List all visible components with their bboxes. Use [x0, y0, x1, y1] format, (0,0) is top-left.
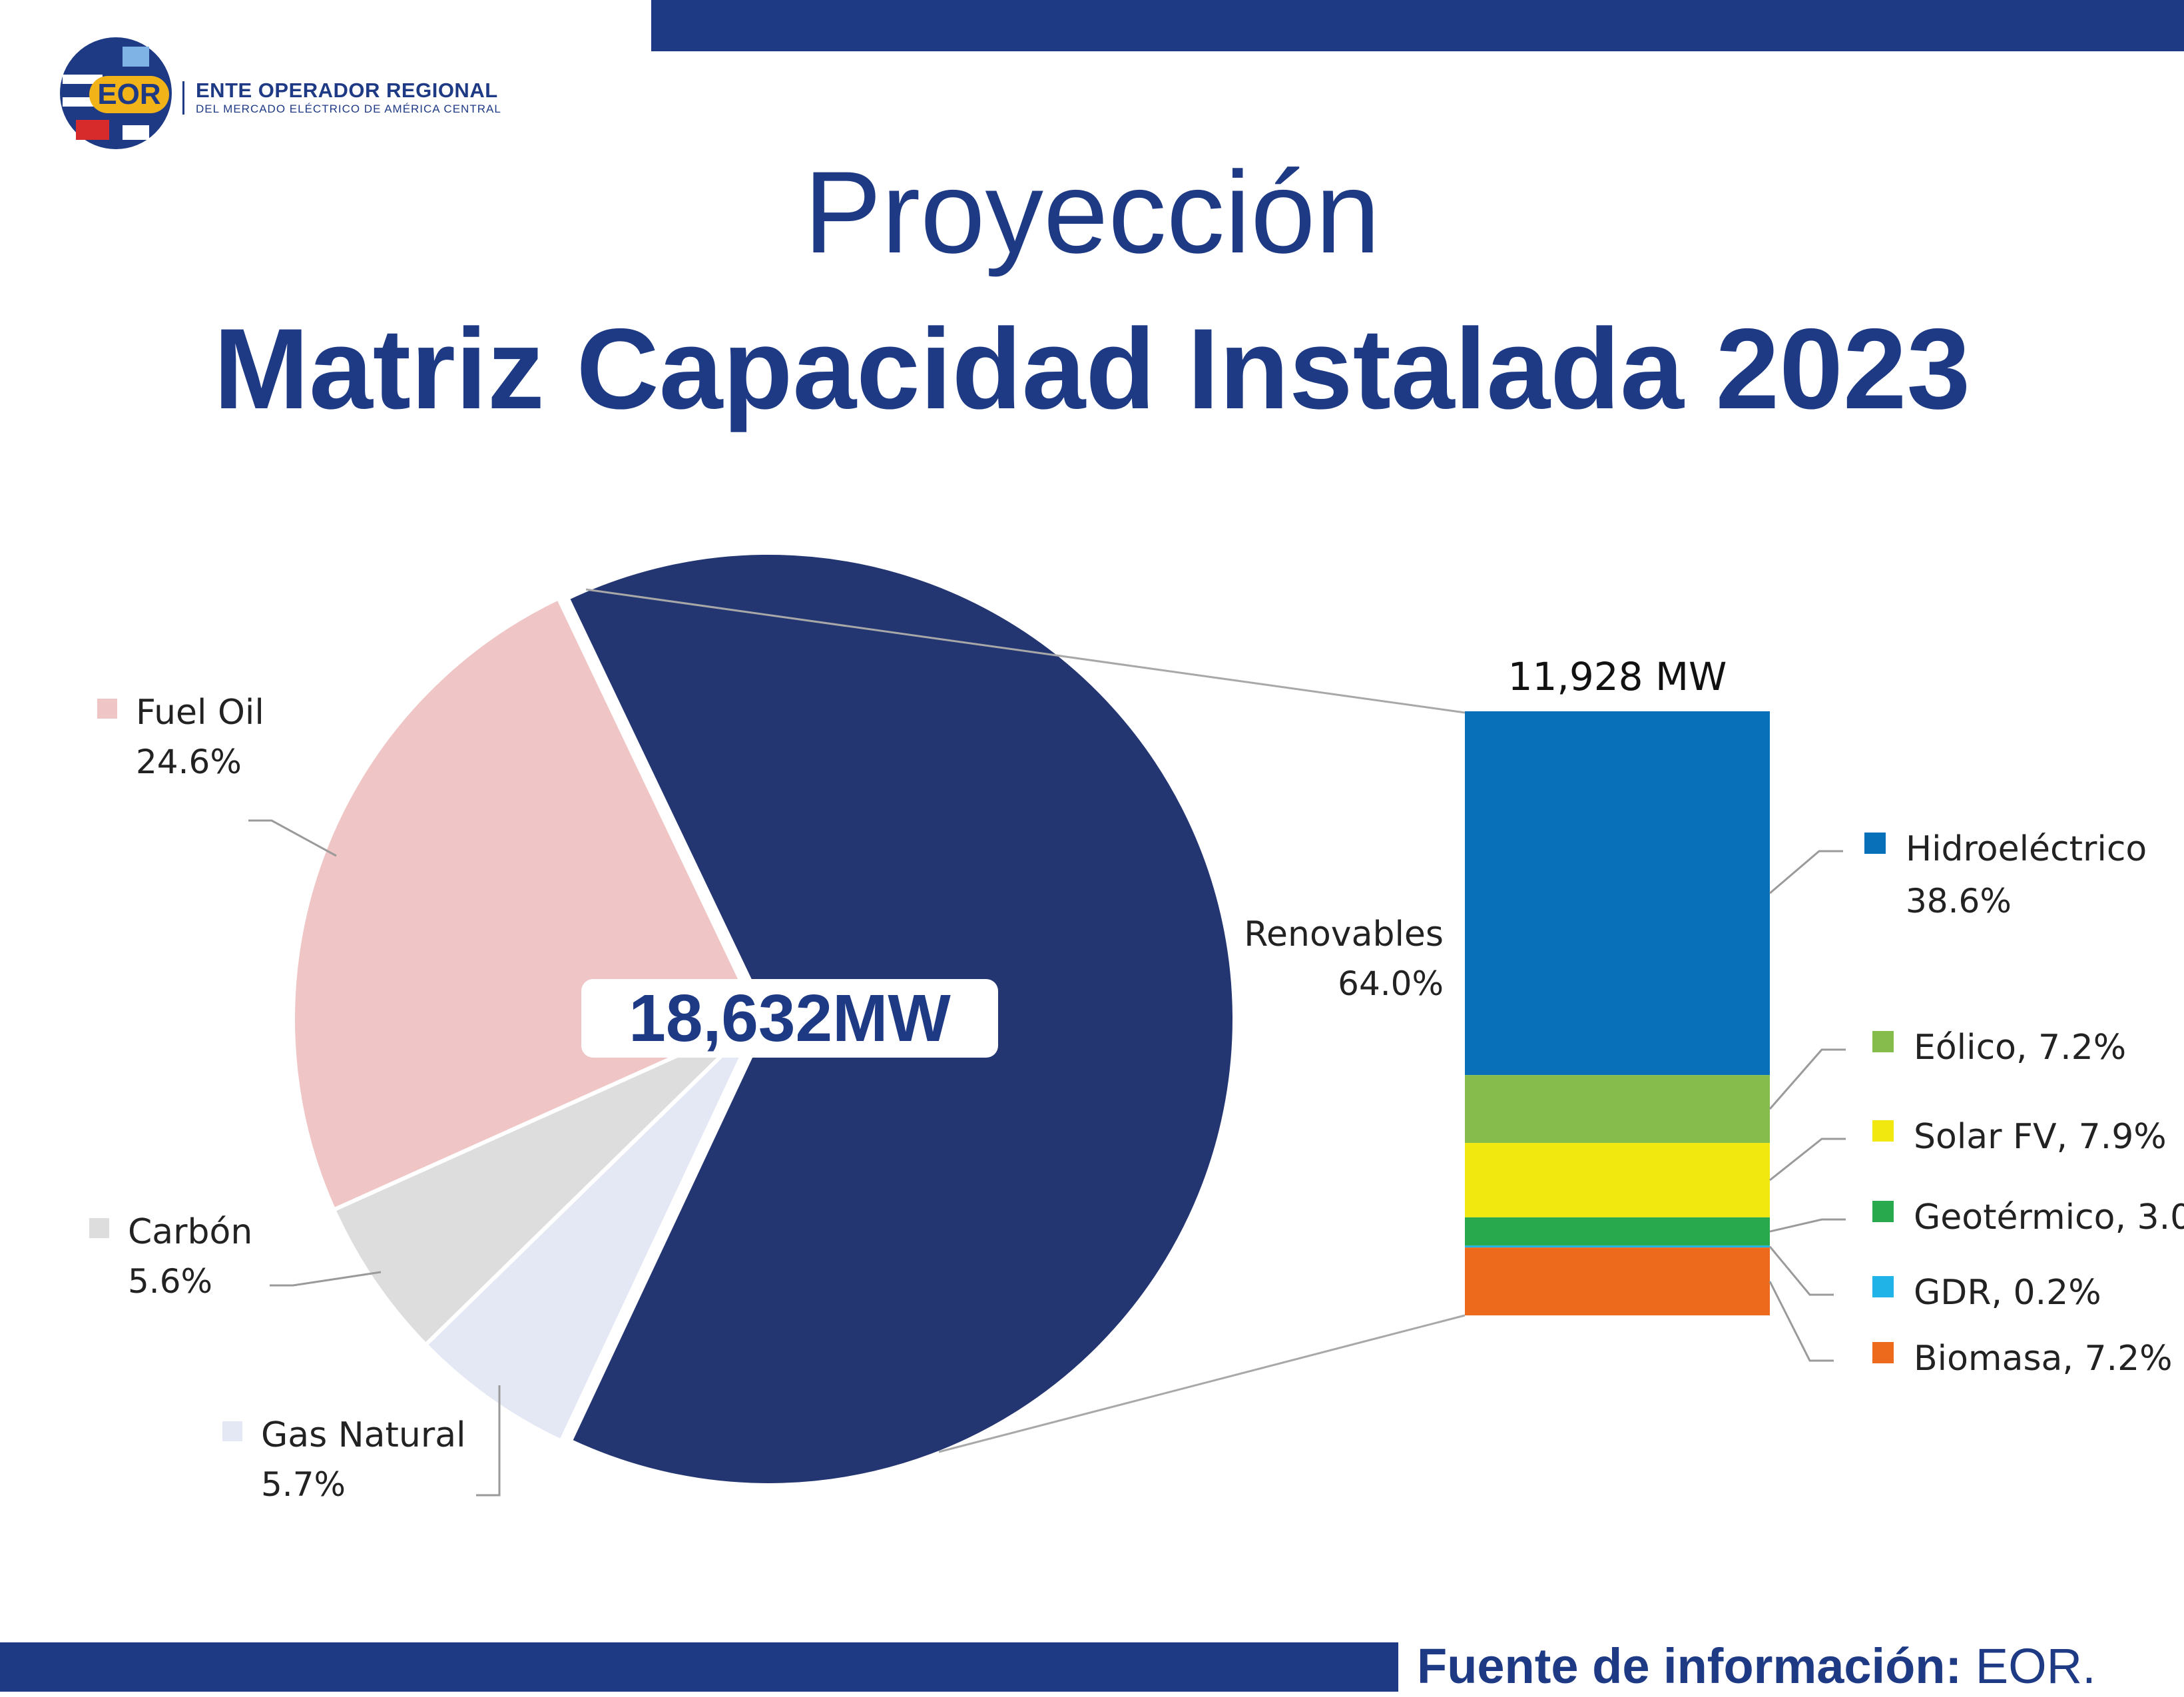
title-proyeccion: Proyección — [804, 148, 1380, 278]
legend-leader-eolico — [1769, 1048, 1846, 1110]
legend-swatch-hidroelectrico — [1864, 833, 1886, 854]
top-accent-bar — [651, 0, 2184, 51]
logo-eor-text: EOR — [89, 76, 169, 113]
legend-swatch-carbon — [89, 1218, 109, 1238]
breakdown-total-label: 11,928 MW — [1508, 654, 1727, 699]
legend-label-hidroelectrico: Hidroeléctrico — [1906, 829, 2147, 869]
slice-pct-renovables: 64.0% — [1338, 964, 1444, 1003]
bar-segment-hidroelectrico — [1465, 711, 1770, 1076]
legend-leader-biomasa — [1769, 1281, 1834, 1362]
leader-line-carbon — [270, 1271, 382, 1287]
legend-swatch-fuel-oil — [97, 699, 117, 719]
connector-line-bottom — [938, 1314, 1466, 1453]
legend-label-solar-fv: Solar FV, 7.9% — [1914, 1117, 2167, 1157]
legend-leader-solar-fv — [1769, 1138, 1846, 1182]
legend-leader-geotermico — [1769, 1218, 1846, 1233]
slice-label-fuel-oil: Fuel Oil — [136, 693, 264, 733]
slice-label-renovables: Renovables — [1244, 914, 1444, 954]
legend-swatch-gas-natural — [222, 1421, 242, 1441]
bottom-accent-bar — [0, 1642, 1398, 1692]
legend-label-gdr: GDR, 0.2% — [1914, 1273, 2101, 1313]
title-matriz: Matriz Capacidad Instalada 2023 — [213, 305, 1971, 433]
logo-subtitle: DEL MERCADO ELÉCTRICO DE AMÉRICA CENTRAL — [196, 103, 501, 115]
slice-label-gas-natural: Gas Natural — [261, 1415, 466, 1455]
connector-line-top — [585, 588, 1466, 714]
source-value: EOR. — [1975, 1638, 2096, 1694]
bar-segment-eolico — [1465, 1075, 1770, 1144]
legend-swatch-geotermico — [1872, 1201, 1894, 1222]
bar-segment-solar-fv — [1465, 1143, 1770, 1217]
legend-leader-hidroelectrico — [1769, 850, 1843, 894]
total-capacity-label: 18,632MW — [581, 979, 998, 1058]
legend-pct-hidroelectrico: 38.6% — [1906, 882, 2012, 920]
slice-label-carbon: Carbón — [128, 1212, 252, 1252]
bar-segment-geotermico — [1465, 1217, 1770, 1246]
slice-pct-fuel-oil: 24.6% — [136, 743, 242, 781]
slice-pct-gas-natural: 5.7% — [261, 1465, 346, 1504]
legend-label-eolico: Eólico, 7.2% — [1914, 1028, 2126, 1068]
eor-logo: EOR ENTE OPERADOR REGIONAL DEL MERCADO E… — [56, 33, 509, 160]
legend-swatch-gdr — [1872, 1276, 1894, 1297]
legend-swatch-eolico — [1872, 1031, 1894, 1052]
pie-slice-carbon — [331, 1017, 761, 1348]
source-label: Fuente de información: — [1417, 1638, 1962, 1694]
legend-swatch-solar-fv — [1872, 1120, 1894, 1142]
logo-separator — [182, 81, 184, 115]
logo-title: ENTE OPERADOR REGIONAL — [196, 79, 498, 102]
legend-label-biomasa: Biomasa, 7.2% — [1914, 1339, 2173, 1379]
leader-line-fuel-oil — [248, 819, 337, 857]
pie-slice-gas-natural — [423, 1017, 761, 1444]
source-note: Fuente de información: EOR. — [1417, 1637, 2096, 1696]
leader-line-gas-natural — [476, 1385, 501, 1497]
legend-leader-gdr — [1769, 1245, 1834, 1296]
bar-segment-gdr — [1465, 1245, 1770, 1248]
bar-segment-biomasa — [1465, 1247, 1770, 1315]
legend-swatch-biomasa — [1872, 1342, 1894, 1363]
legend-label-geotermico: Geotérmico, 3.0% — [1914, 1197, 2184, 1237]
slice-pct-carbon: 5.6% — [128, 1262, 212, 1301]
